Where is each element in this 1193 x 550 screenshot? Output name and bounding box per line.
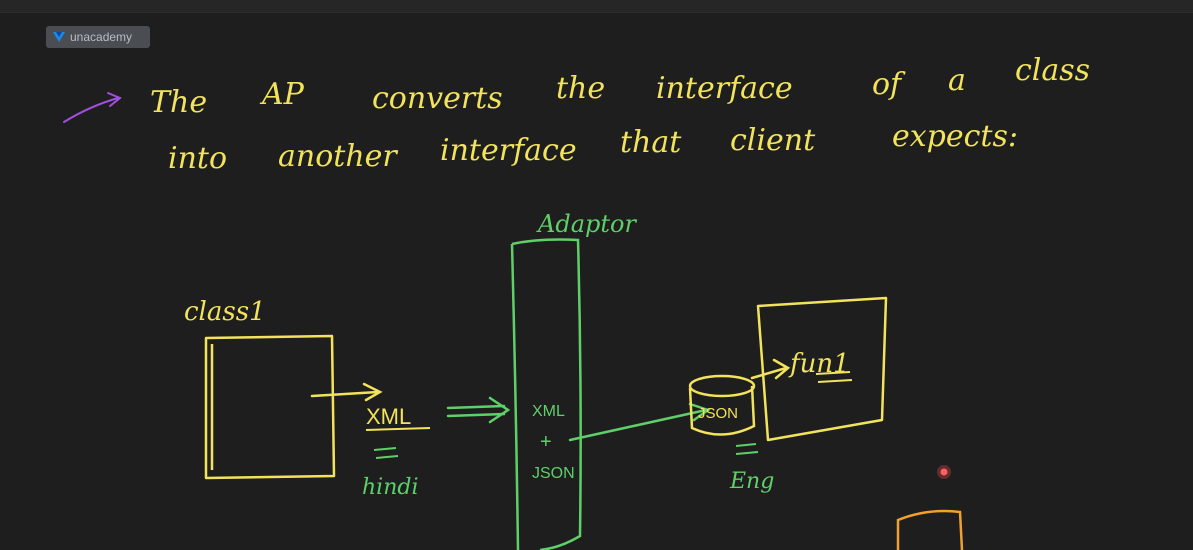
word-expects: expects: (892, 119, 1018, 154)
word-the-2: the (556, 71, 605, 106)
word-another: another (278, 139, 398, 174)
client-box (756, 296, 888, 442)
orange-box (896, 509, 964, 550)
unacademy-logo-icon (53, 32, 65, 42)
eng-label: Eng (729, 469, 774, 494)
adaptor-line-plus: + (540, 431, 552, 453)
arrow-class-to-xml (310, 382, 383, 402)
note-line-2: into another interface that client expec… (168, 119, 1018, 176)
arrow-adaptor-to-json (568, 402, 711, 442)
class-label: class1 (184, 297, 266, 327)
word-that: that (620, 125, 682, 160)
adaptor-contents: XML + JSON (532, 403, 575, 482)
json-underline (735, 443, 759, 455)
double-arrow-to-adaptor (446, 396, 511, 424)
top-bar (0, 0, 1193, 13)
double-underline (373, 447, 399, 459)
word-of: of (872, 67, 906, 102)
xml-label: XML (366, 404, 411, 429)
note-line-1: The AP converts the interface of a class (150, 53, 1090, 120)
word-the: The (150, 85, 207, 120)
word-interface: interface (656, 71, 793, 106)
func-underline (815, 371, 853, 383)
arrow-json-to-func (750, 358, 791, 380)
word-into: into (168, 141, 227, 176)
unacademy-badge: unacademy (46, 26, 150, 48)
word-class: class (1015, 53, 1090, 88)
word-interface-2: interface (440, 133, 577, 168)
laser-pointer-icon (937, 465, 951, 479)
adaptor-label: Adaptor (536, 210, 637, 238)
hindi-label: hindi (362, 475, 419, 500)
unacademy-logo-text: unacademy (70, 30, 133, 44)
word-converts: converts (372, 81, 503, 116)
adaptor-column (510, 238, 582, 550)
word-client: client (730, 123, 816, 158)
purple-arrow-icon (63, 92, 122, 123)
adaptor-line-xml: XML (532, 403, 565, 420)
xml-underline (365, 427, 431, 431)
json-cylinder (688, 374, 756, 436)
word-a: a (948, 63, 966, 98)
word-ap: AP (259, 77, 305, 112)
class-box (204, 334, 336, 480)
json-label: JSON (698, 405, 738, 422)
adaptor-line-json: JSON (532, 465, 575, 482)
